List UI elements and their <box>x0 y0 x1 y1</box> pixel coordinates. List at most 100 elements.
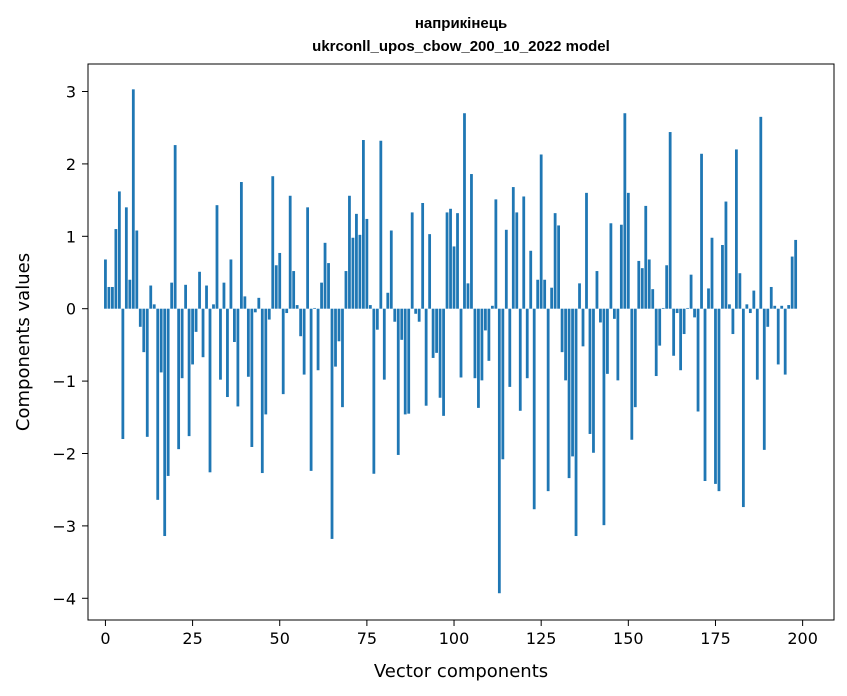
bar-13 <box>149 285 153 309</box>
bar-28 <box>201 308 205 358</box>
bar-165 <box>679 308 683 371</box>
y-tick-label: 0 <box>66 300 76 319</box>
bar-177 <box>721 244 724 309</box>
bar-67 <box>337 308 341 342</box>
bar-171 <box>700 153 703 309</box>
bar-52 <box>285 308 289 314</box>
bar-5 <box>121 308 125 440</box>
bar-0 <box>104 259 107 309</box>
bar-83 <box>393 308 397 322</box>
bar-15 <box>156 308 160 500</box>
bar-74 <box>362 140 365 309</box>
bar-93 <box>428 234 432 309</box>
bar-46 <box>264 308 268 415</box>
bar-110 <box>487 308 491 361</box>
bar-127 <box>546 308 550 492</box>
x-tick-label: 200 <box>787 629 818 648</box>
bar-99 <box>449 208 452 309</box>
bar-23 <box>184 284 187 309</box>
bar-154 <box>640 268 644 309</box>
bar-7 <box>128 279 132 309</box>
bar-25 <box>191 308 194 365</box>
bar-106 <box>473 308 477 379</box>
bar-22 <box>180 308 184 379</box>
bar-62 <box>320 282 323 309</box>
bar-76 <box>368 305 372 309</box>
bar-147 <box>616 308 620 381</box>
bar-148 <box>619 224 623 309</box>
bar-53 <box>288 195 292 309</box>
x-tick-label: 150 <box>613 629 644 648</box>
bar-77 <box>372 308 376 474</box>
bar-174 <box>710 237 714 309</box>
bar-134 <box>571 308 574 457</box>
x-tick-label: 75 <box>357 629 377 648</box>
bar-180 <box>731 308 735 335</box>
x-tick-label: 100 <box>439 629 470 648</box>
bar-158 <box>654 308 658 377</box>
bar-40 <box>243 296 247 309</box>
bar-2 <box>111 286 114 309</box>
bar-56 <box>299 308 303 337</box>
bar-102 <box>459 308 463 378</box>
bars-group <box>104 89 798 594</box>
bar-198 <box>794 239 798 309</box>
bar-194 <box>780 305 784 309</box>
x-axis-label: Vector components <box>374 661 548 682</box>
bar-181 <box>735 149 738 309</box>
bar-64 <box>327 263 330 309</box>
bar-183 <box>741 308 745 508</box>
bar-179 <box>728 304 731 309</box>
bar-187 <box>755 308 759 380</box>
bar-122 <box>529 250 533 309</box>
bar-57 <box>302 308 306 375</box>
y-tick-label: 3 <box>66 83 76 102</box>
bar-168 <box>689 274 693 309</box>
bar-81 <box>386 292 390 309</box>
bar-12 <box>145 308 149 437</box>
bar-87 <box>407 308 411 414</box>
bar-1 <box>107 286 111 309</box>
y-axis-label: Components values <box>13 253 34 431</box>
bar-138 <box>585 192 588 309</box>
bar-29 <box>205 285 208 309</box>
bar-131 <box>560 308 564 353</box>
y-tick-label: −3 <box>52 517 76 536</box>
bar-94 <box>431 308 435 358</box>
x-axis-ticks: 0 25 50 75 100 125 150 175 200 <box>100 620 818 648</box>
bar-125 <box>539 154 543 309</box>
bar-59 <box>309 308 313 471</box>
bar-21 <box>177 308 181 450</box>
bar-184 <box>745 304 749 309</box>
bar-4 <box>117 191 121 309</box>
bar-144 <box>606 308 609 374</box>
bar-89 <box>414 308 418 314</box>
bar-39 <box>239 182 243 309</box>
bar-24 <box>187 308 191 437</box>
bar-128 <box>550 287 554 309</box>
x-tick-label: 50 <box>270 629 290 648</box>
bar-78 <box>375 308 379 330</box>
bar-176 <box>717 308 721 492</box>
bar-140 <box>592 308 595 453</box>
bar-3 <box>114 229 118 309</box>
bar-65 <box>330 308 334 539</box>
bar-58 <box>306 207 310 309</box>
bar-192 <box>773 305 777 309</box>
bar-6 <box>124 207 128 309</box>
y-tick-label: −2 <box>52 444 76 463</box>
bar-85 <box>400 308 404 340</box>
bar-55 <box>295 305 299 309</box>
bar-103 <box>463 113 466 309</box>
bar-97 <box>442 308 445 416</box>
bar-19 <box>170 282 174 309</box>
bar-136 <box>578 283 581 309</box>
bar-193 <box>776 308 780 365</box>
bar-119 <box>518 308 522 411</box>
bar-88 <box>410 212 414 309</box>
bar-14 <box>152 304 156 309</box>
bar-96 <box>438 308 442 398</box>
bar-100 <box>452 246 456 309</box>
bar-48 <box>271 176 275 309</box>
bar-49 <box>274 265 278 309</box>
